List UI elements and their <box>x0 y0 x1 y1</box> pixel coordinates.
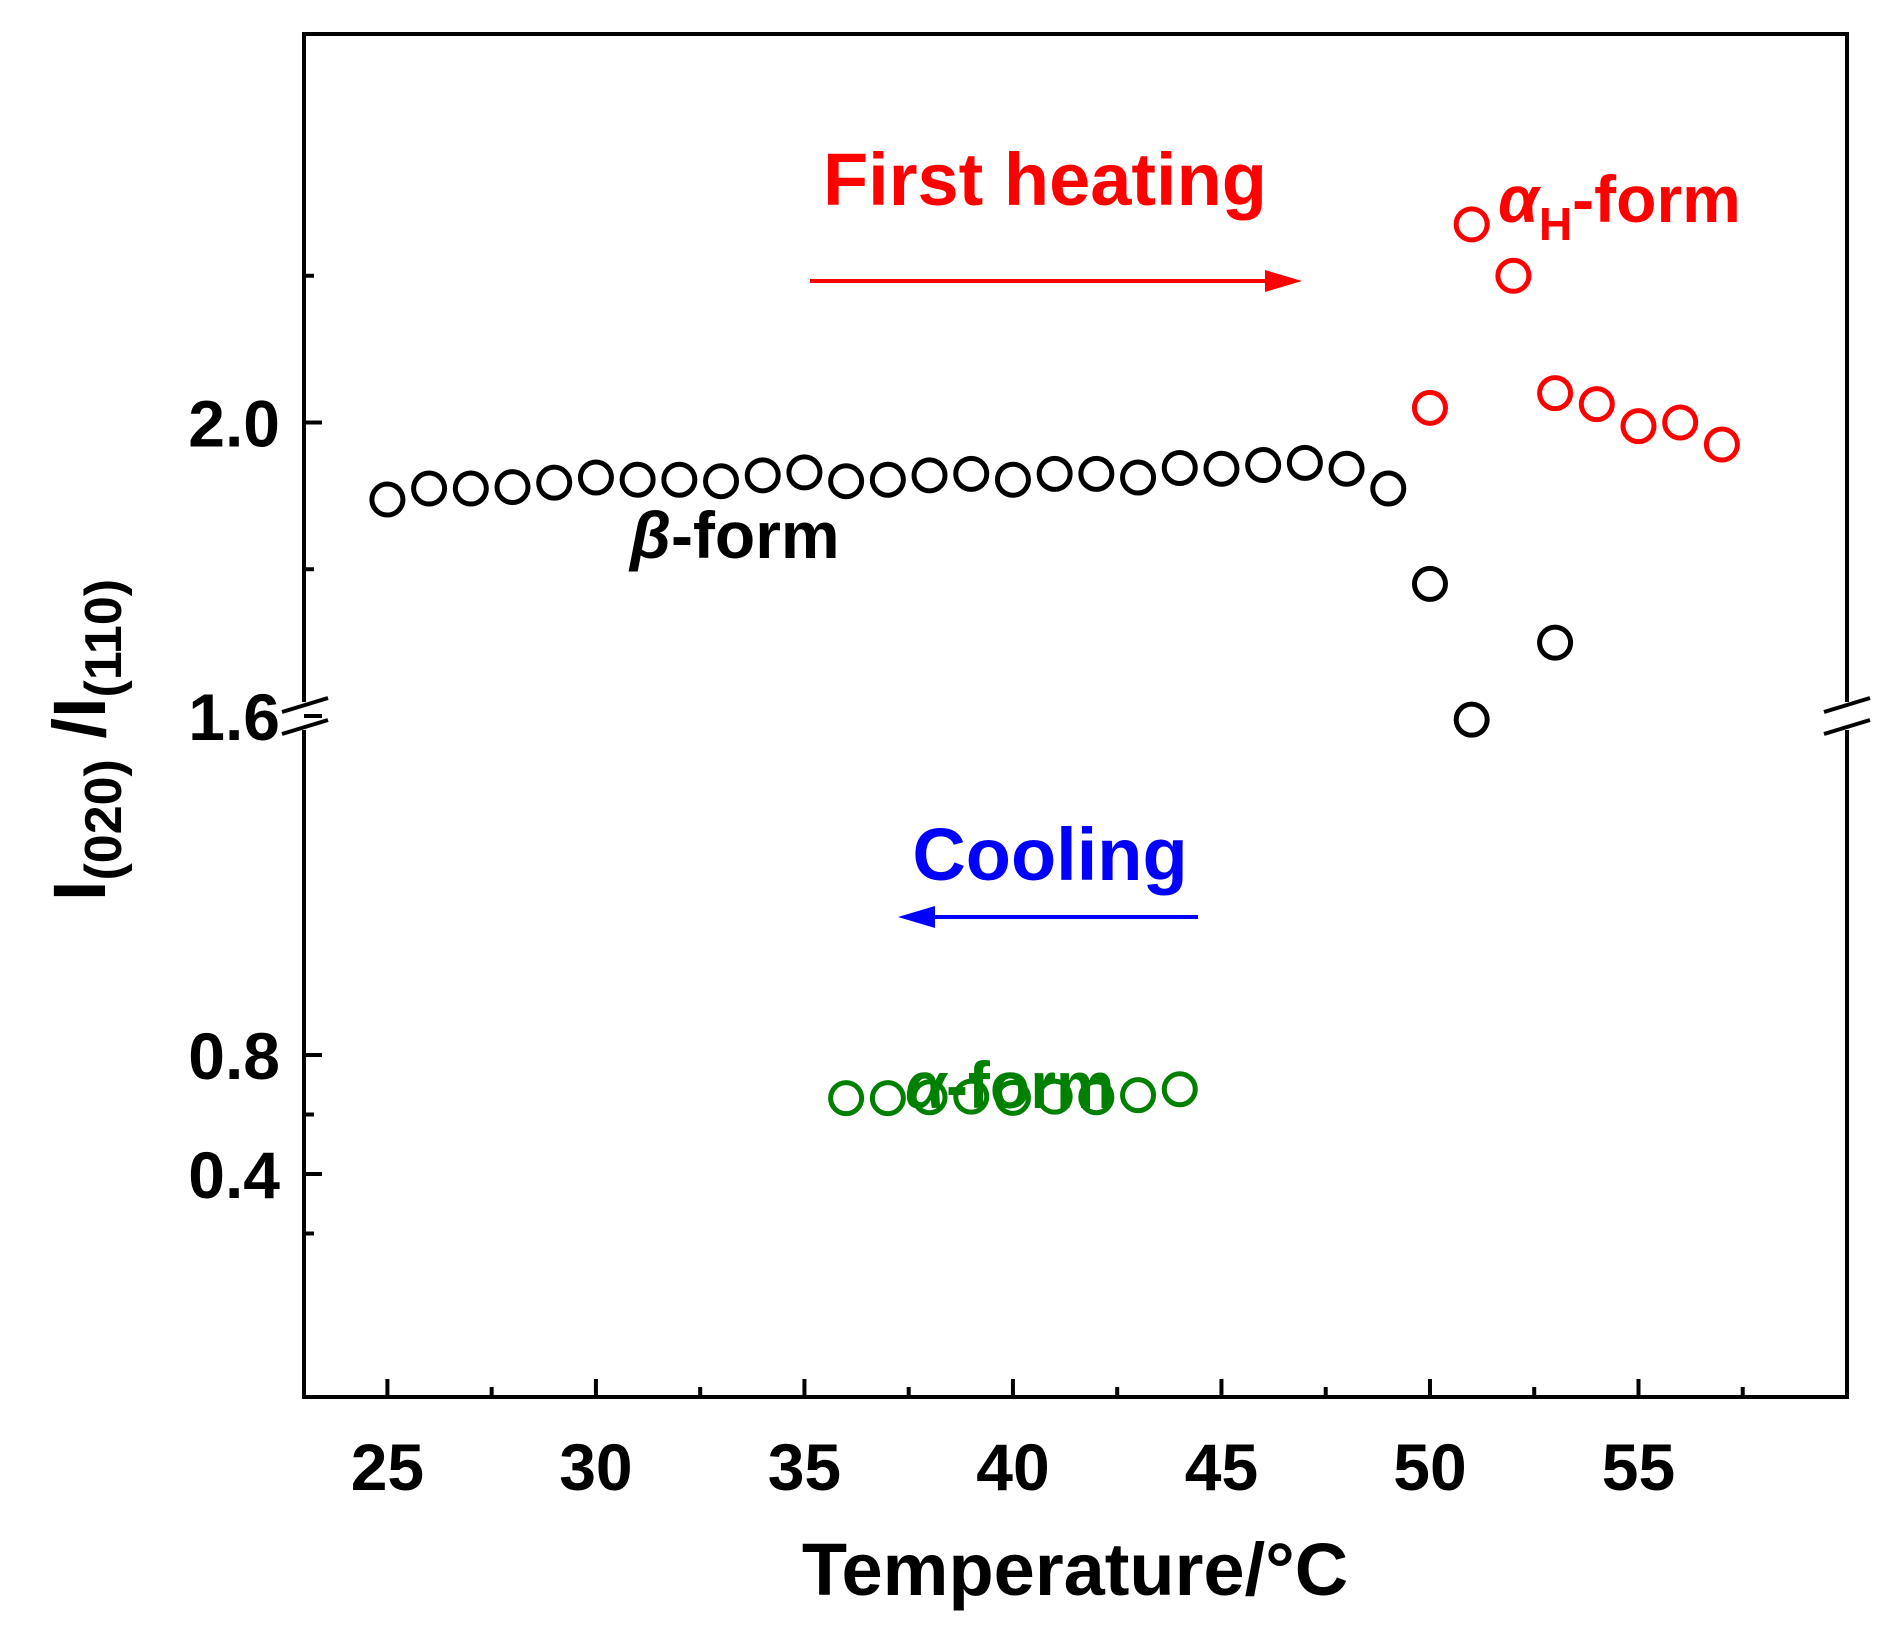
data-point <box>369 481 406 518</box>
heating-arrow <box>810 270 1302 292</box>
data-point <box>452 470 489 507</box>
data-point <box>744 457 781 494</box>
y-tick-label: 1.6 <box>188 680 280 754</box>
data-point <box>1703 426 1740 463</box>
data-point <box>1328 450 1365 487</box>
annotation-alpha-form: α-form <box>905 1048 1115 1122</box>
data-point <box>1578 386 1615 423</box>
data-point <box>661 461 698 498</box>
x-axis-title: Temperature/°C <box>802 1528 1348 1611</box>
data-point <box>1620 408 1657 445</box>
data-point <box>786 454 823 491</box>
data-point <box>1036 1078 1073 1115</box>
data-point <box>1245 447 1282 484</box>
data-point <box>703 463 740 500</box>
data-point <box>1537 624 1574 661</box>
data-point <box>1286 444 1323 481</box>
y-tick-label: 0.8 <box>188 1019 280 1093</box>
annotation-alpha-h-form: αH-form <box>1498 162 1741 250</box>
cooling-arrow <box>898 906 1198 928</box>
data-point <box>1036 455 1073 492</box>
annotation-beta-form: β-form <box>628 498 840 572</box>
y-axis-title: I(020) /I(110) <box>38 579 133 901</box>
data-point <box>494 469 531 506</box>
annotation-first-heating: First heating <box>823 138 1267 221</box>
data-point <box>1120 459 1157 496</box>
y-title-sub-1: (020) <box>75 759 133 880</box>
y-tick-label: 2.0 <box>188 387 280 461</box>
data-point <box>911 1079 948 1116</box>
data-point <box>1411 565 1448 602</box>
data-point <box>411 470 448 507</box>
series-2 <box>828 1071 1198 1117</box>
x-tick-label: 40 <box>976 1430 1049 1504</box>
data-point <box>911 457 948 494</box>
data-point <box>828 1080 865 1117</box>
y-title-main-2: /I <box>38 697 121 759</box>
data-point <box>828 463 865 500</box>
data-point <box>869 461 906 498</box>
x-tick-label: 45 <box>1185 1430 1258 1504</box>
data-point <box>869 1080 906 1117</box>
x-tick-label: 50 <box>1393 1430 1466 1504</box>
x-tick-label: 55 <box>1602 1430 1675 1504</box>
y-tick-label: 0.4 <box>188 1138 280 1212</box>
data-point <box>1078 1079 1115 1116</box>
data-point <box>577 459 614 496</box>
data-point <box>1120 1077 1157 1114</box>
data-point <box>1161 449 1198 486</box>
data-point <box>1662 404 1699 441</box>
data-point <box>1453 206 1490 243</box>
data-point <box>994 1079 1031 1116</box>
plot-frame <box>302 32 1849 1399</box>
data-point <box>1203 450 1240 487</box>
x-axis-ticks: 25 30 35 40 45 50 55 <box>351 1379 1745 1504</box>
data-points <box>369 206 1740 1117</box>
y-title-sub-2: (110) <box>75 579 133 698</box>
data-point <box>953 455 990 492</box>
data-point <box>1537 375 1574 412</box>
data-point <box>1411 389 1448 426</box>
x-tick-label: 25 <box>351 1430 424 1504</box>
annotation-cooling: Cooling <box>912 813 1187 896</box>
data-point <box>536 464 573 501</box>
axis-break <box>281 696 1871 736</box>
data-point <box>1078 455 1115 492</box>
series-1 <box>1411 206 1740 463</box>
y-axis-ticks: 0.4 0.8 1.6 2.0 <box>188 273 322 1236</box>
data-point <box>1453 701 1490 738</box>
x-tick-label: 35 <box>768 1430 841 1504</box>
data-point <box>1161 1071 1198 1108</box>
data-point <box>1370 470 1407 507</box>
data-point <box>994 461 1031 498</box>
y-title-main-1: I <box>38 881 121 902</box>
series-0 <box>369 444 1574 738</box>
data-point <box>1495 257 1532 294</box>
data-point <box>619 461 656 498</box>
x-tick-label: 30 <box>559 1430 632 1504</box>
data-point <box>953 1078 990 1115</box>
